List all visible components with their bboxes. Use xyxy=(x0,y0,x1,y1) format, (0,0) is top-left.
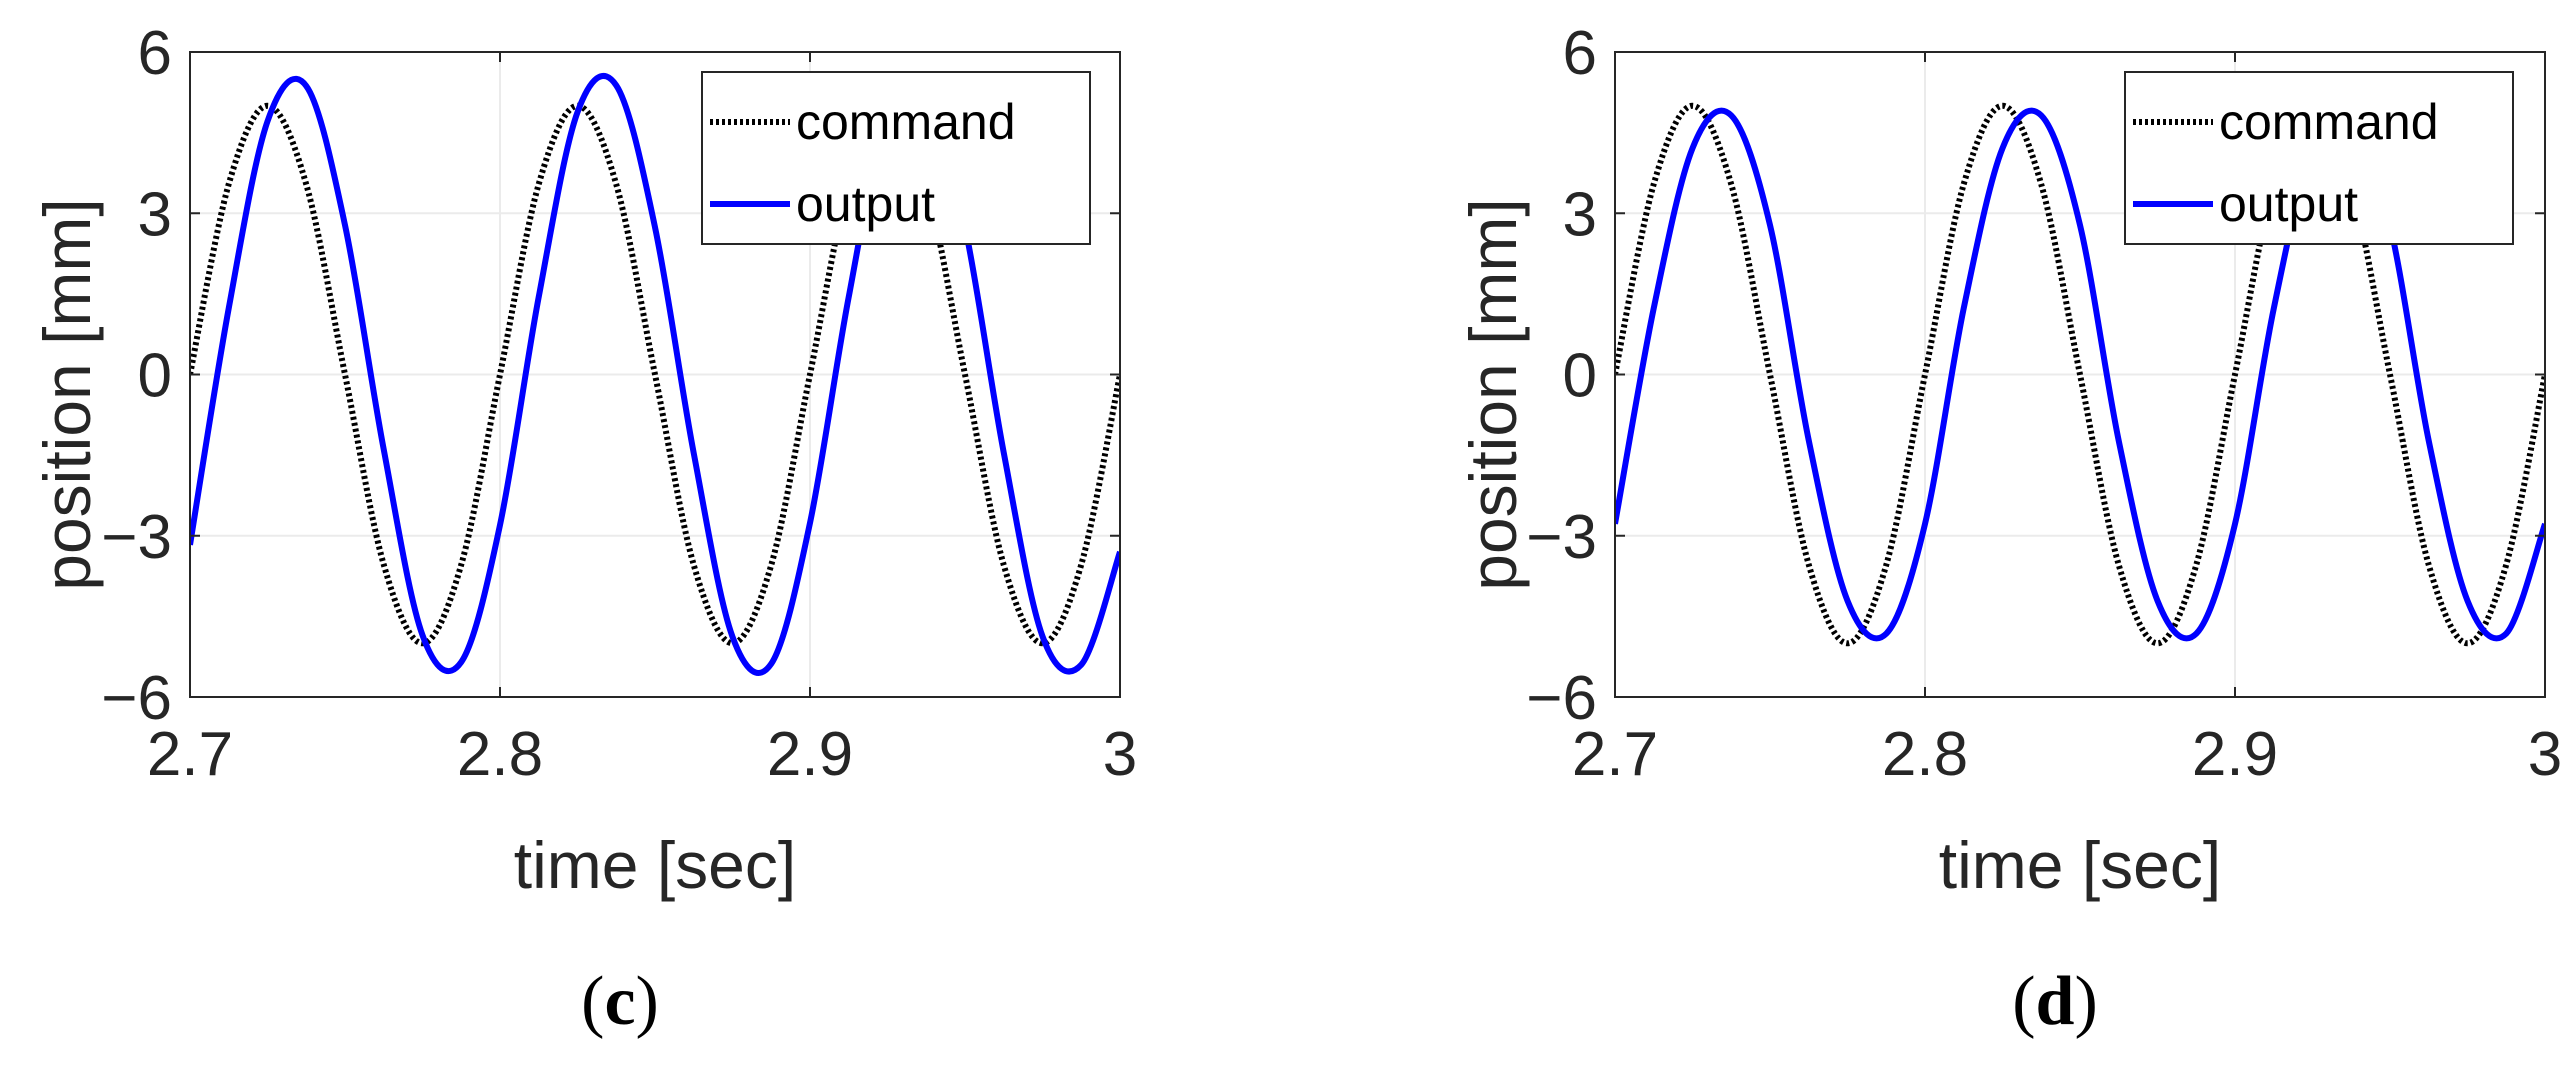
y-axis-label: position [mm] xyxy=(30,198,104,590)
x-tick-label: 2.8 xyxy=(1882,720,1968,789)
panel-caption: (c) xyxy=(581,963,659,1040)
y-tick-label: 6 xyxy=(1563,19,1597,88)
x-tick-label: 2.7 xyxy=(147,720,233,789)
y-tick-label: 0 xyxy=(138,342,172,411)
y-tick-label: 3 xyxy=(1563,180,1597,249)
y-tick-label: −3 xyxy=(1526,503,1597,572)
y-tick-label: −6 xyxy=(1526,664,1597,733)
legend-label-command: command xyxy=(796,94,1016,150)
y-tick-label: 0 xyxy=(1563,342,1597,411)
legend: command output xyxy=(2124,71,2514,245)
y-tick-label: −6 xyxy=(101,664,172,733)
series-line-command xyxy=(1615,102,2545,647)
legend: command output xyxy=(701,71,1091,245)
legend-box xyxy=(701,71,1091,245)
y-tick-label: 6 xyxy=(138,19,172,88)
legend-label-output: output xyxy=(796,176,935,232)
y-tick-label: −3 xyxy=(101,503,172,572)
x-tick-label: 2.9 xyxy=(2192,720,2278,789)
legend-box xyxy=(2124,71,2514,245)
x-tick-label: 2.9 xyxy=(767,720,853,789)
caption-close: ) xyxy=(2074,963,2097,1040)
panel-caption: (d) xyxy=(2012,963,2098,1040)
x-axis-label: time [sec] xyxy=(514,828,796,902)
series-line-command xyxy=(190,102,1120,647)
x-tick-label: 2.7 xyxy=(1572,720,1658,789)
caption-close: ) xyxy=(636,963,659,1040)
x-tick-label: 3 xyxy=(1103,720,1137,789)
caption-open: ( xyxy=(2012,963,2035,1040)
x-tick-label: 3 xyxy=(2528,720,2562,789)
y-axis-label: position [mm] xyxy=(1456,198,1530,590)
caption-open: ( xyxy=(581,963,604,1040)
x-axis-label: time [sec] xyxy=(1939,828,2221,902)
caption-letter: c xyxy=(604,963,635,1040)
legend-label-command: command xyxy=(2219,94,2439,150)
chart-panel-c: −6 −3 0 3 6 2.7 2.8 2.9 3 time [sec] position [mm]… xyxy=(30,19,1137,1040)
chart-panel-d: −6 −3 0 3 6 2.7 2.8 2.9 3 time [sec] position [mm]… xyxy=(1456,19,2562,1040)
legend-label-output: output xyxy=(2219,176,2358,232)
x-tick-label: 2.8 xyxy=(457,720,543,789)
y-tick-label: 3 xyxy=(138,180,172,249)
caption-letter: d xyxy=(2036,963,2075,1040)
